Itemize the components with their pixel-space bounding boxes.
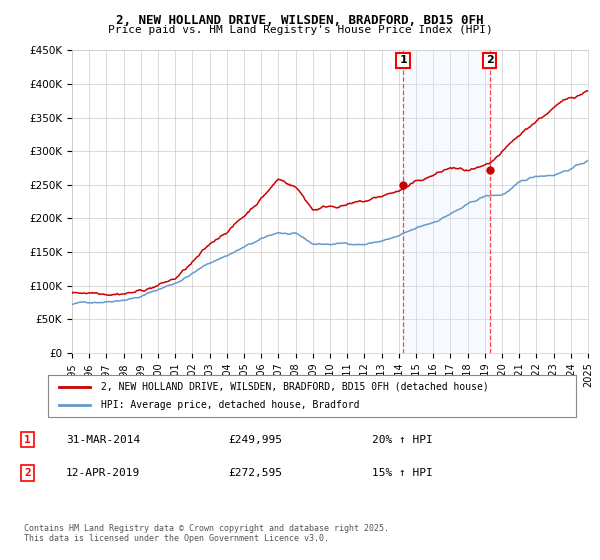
Text: 12-APR-2019: 12-APR-2019 (66, 468, 140, 478)
Text: 2: 2 (486, 55, 493, 66)
Bar (403, 50, 490, 353)
Text: 20% ↑ HPI: 20% ↑ HPI (372, 435, 433, 445)
Text: £249,995: £249,995 (228, 435, 282, 445)
Text: HPI: Average price, detached house, Bradford: HPI: Average price, detached house, Brad… (101, 400, 359, 410)
Text: Contains HM Land Registry data © Crown copyright and database right 2025.
This d: Contains HM Land Registry data © Crown c… (24, 524, 389, 543)
Text: 2: 2 (24, 468, 31, 478)
Text: 2, NEW HOLLAND DRIVE, WILSDEN, BRADFORD, BD15 0FH (detached house): 2, NEW HOLLAND DRIVE, WILSDEN, BRADFORD,… (101, 382, 488, 392)
Text: 31-MAR-2014: 31-MAR-2014 (66, 435, 140, 445)
Text: Price paid vs. HM Land Registry's House Price Index (HPI): Price paid vs. HM Land Registry's House … (107, 25, 493, 35)
Text: 1: 1 (399, 55, 407, 66)
Text: £272,595: £272,595 (228, 468, 282, 478)
Text: 15% ↑ HPI: 15% ↑ HPI (372, 468, 433, 478)
Text: 1: 1 (24, 435, 31, 445)
Text: 2, NEW HOLLAND DRIVE, WILSDEN, BRADFORD, BD15 0FH: 2, NEW HOLLAND DRIVE, WILSDEN, BRADFORD,… (116, 14, 484, 27)
